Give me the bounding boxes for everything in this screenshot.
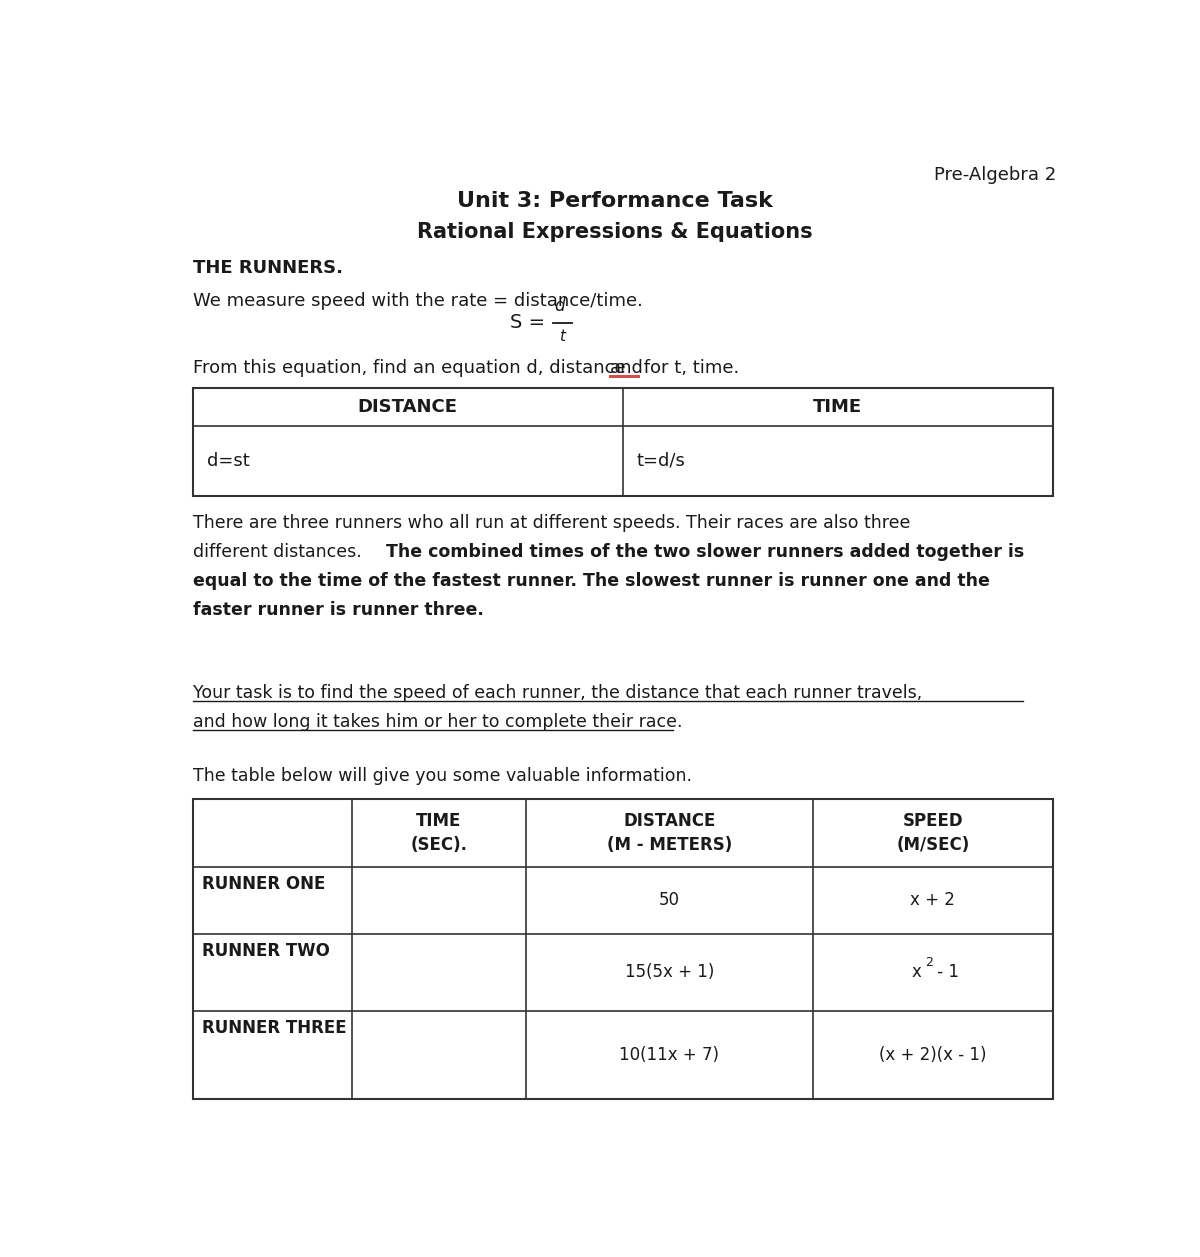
Text: SPEED
(M/SEC): SPEED (M/SEC) [896,812,970,854]
Text: x: x [911,963,920,982]
Text: DISTANCE
(M - METERS): DISTANCE (M - METERS) [607,812,732,854]
Text: (x + 2)(x - 1): (x + 2)(x - 1) [880,1046,986,1065]
Text: From this equation, find an equation d, distance: From this equation, find an equation d, … [193,358,631,377]
Text: RUNNER TWO: RUNNER TWO [202,941,330,959]
Text: t=d/s: t=d/s [637,451,685,470]
Text: There are three runners who all run at different speeds. Their races are also th: There are three runners who all run at d… [193,514,910,532]
Text: and how long it takes him or her to complete their race.: and how long it takes him or her to comp… [193,713,682,730]
Text: x + 2: x + 2 [911,891,955,909]
Text: Pre-Algebra 2: Pre-Algebra 2 [935,166,1057,185]
Text: Rational Expressions & Equations: Rational Expressions & Equations [418,221,812,241]
Text: 10(11x + 7): 10(11x + 7) [619,1046,719,1065]
Text: THE RUNNERS.: THE RUNNERS. [193,259,343,277]
Text: The table below will give you some valuable information.: The table below will give you some valua… [193,767,691,784]
Text: 50: 50 [659,891,679,909]
Text: different distances.: different distances. [193,543,367,561]
Text: for t, time.: for t, time. [638,358,739,377]
Text: d=st: d=st [206,451,250,470]
Text: and: and [610,358,643,377]
Text: RUNNER ONE: RUNNER ONE [202,875,325,892]
Text: t: t [559,329,565,344]
Text: We measure speed with the rate = distance/time.: We measure speed with the rate = distanc… [193,292,642,309]
Text: TIME
(SEC).: TIME (SEC). [410,812,467,854]
Text: S =: S = [510,313,552,332]
Bar [193,799,1052,1100]
Text: faster runner is runner three.: faster runner is runner three. [193,601,484,618]
Text: RUNNER THREE: RUNNER THREE [202,1018,347,1037]
Text: TIME: TIME [814,398,863,416]
Bar [193,388,1052,495]
Text: - 1: - 1 [932,963,959,982]
Text: d: d [554,297,565,314]
Text: Your task is to find the speed of each runner, the distance that each runner tra: Your task is to find the speed of each r… [193,684,922,701]
Text: DISTANCE: DISTANCE [358,398,457,416]
Text: 2: 2 [925,955,932,969]
Text: The combined times of the two slower runners added together is: The combined times of the two slower run… [386,543,1025,561]
Text: equal to the time of the fastest runner. The slowest runner is runner one and th: equal to the time of the fastest runner.… [193,572,990,590]
Text: 15(5x + 1): 15(5x + 1) [624,963,714,982]
Text: Unit 3: Performance Task: Unit 3: Performance Task [457,191,773,211]
